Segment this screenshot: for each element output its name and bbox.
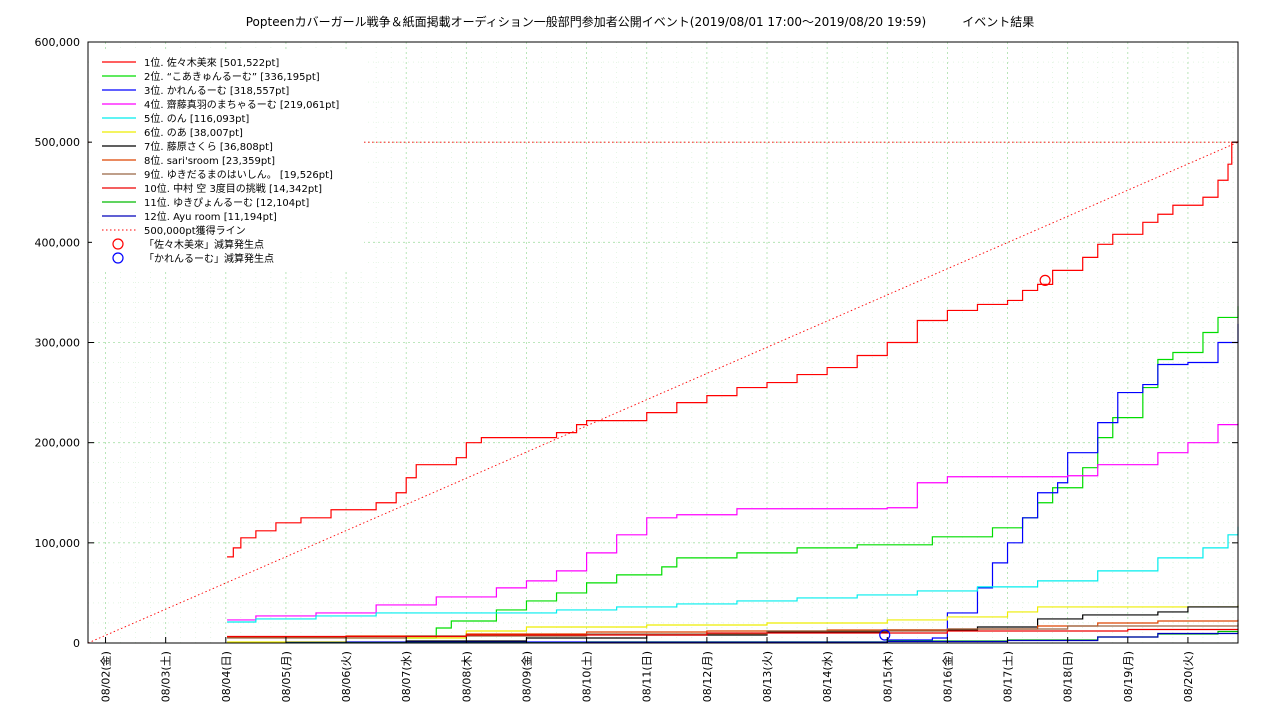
y-tick-label: 100,000 xyxy=(35,537,81,550)
x-tick-label: 08/10(土) xyxy=(581,651,594,702)
reference-line-diagonal xyxy=(87,141,1239,644)
legend-label: 10位. 中村 空 3度目の挑戦 [14,342pt] xyxy=(144,182,322,195)
x-tick-label: 08/05(月) xyxy=(280,651,293,702)
x-tick-label: 08/18(日) xyxy=(1062,651,1075,702)
legend-label: 11位. ゆきぴょんるーむ [12,104pt] xyxy=(144,196,309,209)
legend-label: 6位. のあ [38,007pt] xyxy=(144,126,243,139)
legend-label: 5位. のん [116,093pt] xyxy=(144,112,249,125)
x-tick-label: 08/09(金) xyxy=(519,651,533,702)
x-tick-label: 08/07(水) xyxy=(400,651,413,702)
y-tick-label: 600,000 xyxy=(35,36,81,49)
marker-2 xyxy=(879,629,891,641)
legend-label: 2位. “こあきゅんるーむ” [336,195pt] xyxy=(144,70,320,83)
series-line-3 xyxy=(285,323,1239,643)
series-line-4 xyxy=(227,423,1239,621)
x-tick-label: 08/02(金) xyxy=(99,651,113,702)
x-tick-label: 08/11(日) xyxy=(641,651,654,702)
legend-label: 8位. sari'sroom [23,359pt] xyxy=(144,154,275,167)
x-tick-label: 08/06(火) xyxy=(340,651,353,702)
legend-label: 9位. ゆきだるまのはいしん。 [19,526pt] xyxy=(144,168,333,181)
x-tick-label: 08/03(土) xyxy=(160,651,173,702)
y-tick-label: 500,000 xyxy=(35,136,81,149)
legend-label: 「佐々木美來」減算発生点 xyxy=(144,238,264,251)
series-line-2 xyxy=(406,306,1239,639)
legend-label: 「かれんるーむ」減算発生点 xyxy=(144,252,274,265)
y-tick-label: 300,000 xyxy=(35,337,81,350)
legend-label: 1位. 佐々木美來 [501,522pt] xyxy=(144,56,279,69)
marker-1 xyxy=(1039,274,1051,286)
legend-box xyxy=(92,52,364,270)
reference-lines xyxy=(87,141,1239,644)
y-tick-label: 400,000 xyxy=(35,236,81,249)
legend-label: 4位. 齋藤真羽のまちゃるーむ [219,061pt] xyxy=(144,98,339,111)
series-lines xyxy=(227,140,1239,644)
legend-label: 3位. かれんるーむ [318,557pt] xyxy=(144,84,289,97)
series-line-10 xyxy=(227,628,1239,638)
axis-ticks: 0 100,000 200,000 300,000 400,000 500,000 600,… xyxy=(35,36,1238,702)
x-tick-label: 08/19(月) xyxy=(1122,651,1135,702)
x-tick-label: 08/08(木) xyxy=(460,651,473,702)
y-tick-label: 200,000 xyxy=(35,437,81,450)
series-line-5 xyxy=(227,526,1239,623)
x-tick-label: 08/17(土) xyxy=(1002,651,1015,702)
x-tick-label: 08/13(火) xyxy=(761,651,774,702)
legend-swatch-circle xyxy=(112,238,124,250)
series-line-1 xyxy=(227,140,1239,558)
legend-label: 500,000pt獲得ライン xyxy=(144,224,246,237)
x-tick-label: 08/12(月) xyxy=(701,651,714,702)
legend: 1位. 佐々木美來 [501,522pt]2位. “こあきゅんるーむ” [336… xyxy=(92,52,364,270)
y-tick-label: 0 xyxy=(73,637,80,650)
chart-title: Popteenカバーガール戦争＆紙面掲載オーディション一般部門参加者公開イベント… xyxy=(245,15,1035,29)
x-tick-label: 08/14(水) xyxy=(821,651,834,702)
legend-swatch-circle xyxy=(112,252,124,264)
legend-label: 7位. 藤原さくら [36,808pt] xyxy=(144,140,273,153)
x-tick-label: 08/15(木) xyxy=(881,651,894,702)
markers xyxy=(879,274,1051,641)
x-tick-label: 08/16(金) xyxy=(940,651,954,702)
legend-label: 12位. Ayu room [11,194pt] xyxy=(144,210,277,223)
x-tick-label: 08/20(火) xyxy=(1182,651,1195,702)
x-tick-label: 08/04(日) xyxy=(220,651,233,702)
